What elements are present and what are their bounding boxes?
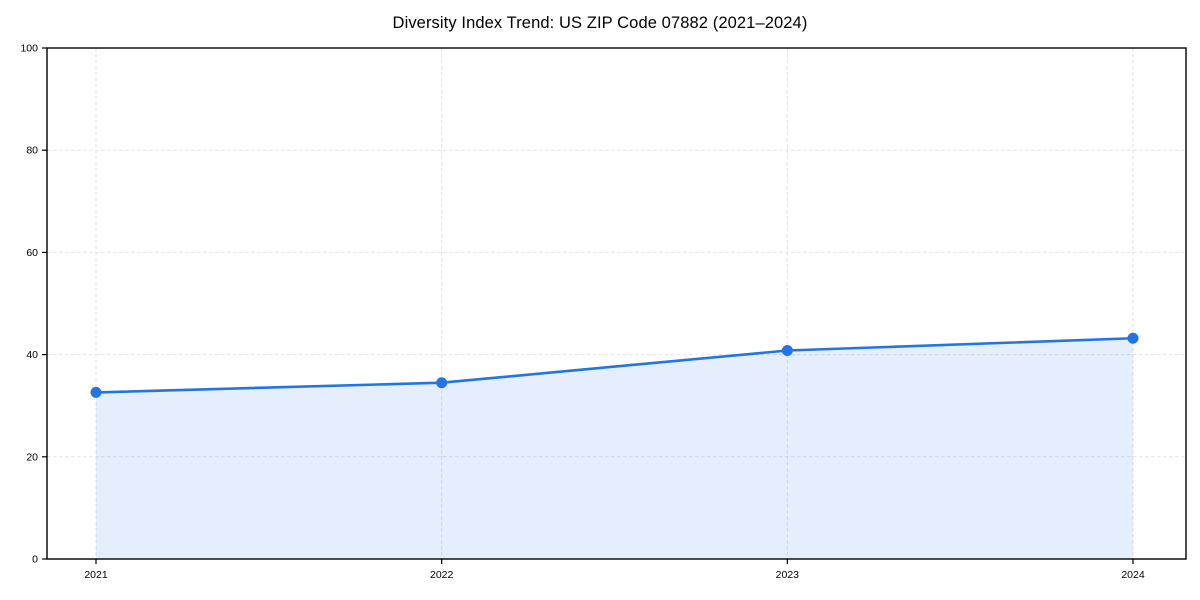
y-tick-label: 60 [26,247,38,259]
data-points [90,332,1139,398]
y-tick-label: 100 [20,43,38,55]
chart-title: Diversity Index Trend: US ZIP Code 07882… [392,14,808,32]
x-tick-label: 2023 [776,569,800,581]
y-tick-label: 0 [32,554,38,566]
series-line [94,336,1135,394]
data-point-marker [436,377,448,389]
plot-border [46,47,1187,560]
x-axis: 2021 2022 2023 2024 [84,559,1145,581]
x-tick-label: 2024 [1121,569,1145,581]
y-tick-label: 40 [26,349,38,361]
data-point-marker [1127,332,1139,344]
y-tick-label: 80 [26,145,38,157]
data-point-marker [781,345,793,357]
series-area [96,338,1133,559]
y-tick-label: 20 [26,451,38,463]
data-point-marker [90,386,102,398]
x-tick-label: 2022 [430,569,454,581]
y-axis: 0 20 40 60 80 100 [20,43,47,566]
x-tick-label: 2021 [84,569,108,581]
gridlines [47,48,1186,559]
